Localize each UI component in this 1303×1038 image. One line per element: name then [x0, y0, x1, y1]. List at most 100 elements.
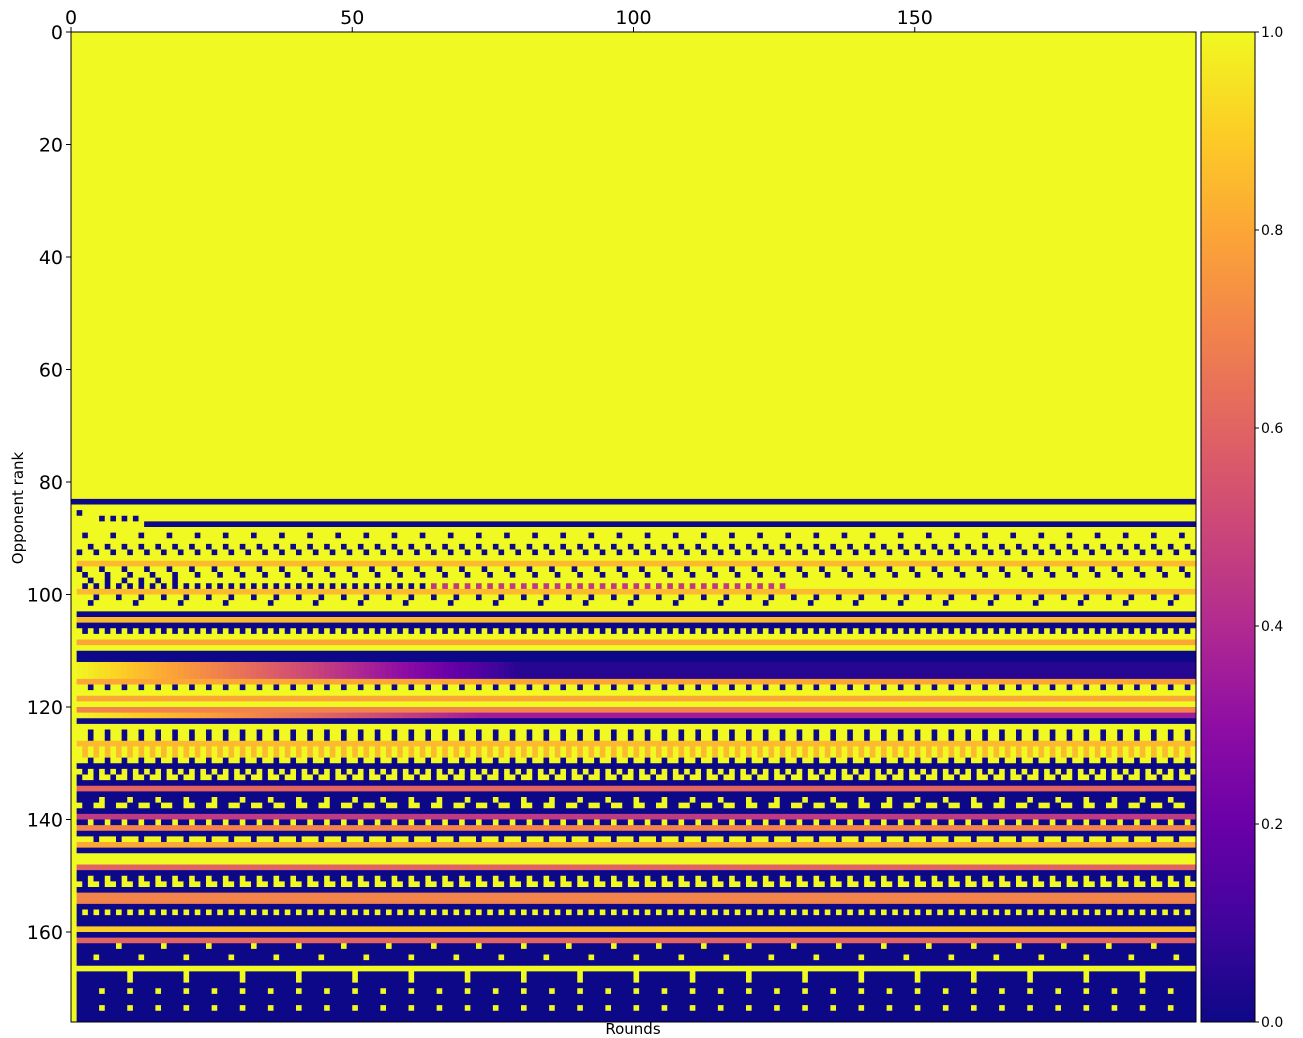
heatmap-cell-run: [1021, 543, 1034, 550]
heatmap-cell-run: [82, 881, 89, 888]
heatmap-cell-run: [284, 673, 291, 680]
heatmap-cell-run: [723, 881, 730, 888]
heatmap-cell-run: [363, 768, 370, 775]
heatmap-cell-run: [1038, 757, 1051, 764]
heatmap-cell-run: [841, 628, 848, 635]
heatmap-cell-run: [549, 543, 561, 550]
heatmap-cell-run: [875, 752, 882, 759]
heatmap-cell-run: [987, 628, 994, 635]
heatmap-cell-run: [622, 532, 646, 539]
heatmap-cell-run: [605, 628, 612, 635]
heatmap-cell-run: [414, 662, 421, 669]
heatmap-cell-run: [1016, 836, 1023, 843]
heatmap-cell-run: [470, 746, 477, 753]
heatmap-cell-run: [262, 712, 269, 719]
heatmap-cell-run: [166, 667, 173, 674]
heatmap-cell-run: [841, 768, 848, 775]
heatmap-cell-run: [273, 988, 297, 995]
heatmap-cell-run: [363, 662, 370, 669]
heatmap-cell-run: [324, 735, 331, 742]
heatmap-cell-run: [571, 774, 584, 781]
heatmap-cell-run: [526, 583, 533, 590]
heatmap-cell-run: [279, 774, 286, 781]
heatmap-cell-run: [104, 757, 111, 764]
heatmap-cell-run: [537, 881, 544, 888]
heatmap-cell-run: [712, 819, 719, 826]
heatmap-cell-run: [751, 1005, 775, 1012]
heatmap-cell-run: [431, 662, 438, 669]
heatmap-cell-run: [1038, 752, 1045, 759]
heatmap-cell-run: [605, 797, 612, 804]
heatmap-cell-run: [161, 667, 168, 674]
heatmap-cell-run: [155, 572, 173, 579]
heatmap-cell-run: [262, 662, 269, 669]
heatmap-cell-run: [76, 971, 128, 978]
heatmap-cell-run: [408, 802, 421, 809]
heatmap-cell-run: [234, 752, 241, 759]
heatmap-cell-run: [447, 684, 460, 691]
heatmap-cell-run: [87, 735, 94, 742]
heatmap-cell-run: [228, 909, 235, 916]
heatmap-cell-run: [746, 881, 758, 888]
heatmap-cell-run: [324, 594, 342, 601]
heatmap-cell-run: [71, 150, 1197, 157]
heatmap-cell-run: [267, 1005, 274, 1012]
heatmap-cell-run: [909, 836, 927, 843]
heatmap-cell-run: [296, 802, 308, 809]
heatmap-cell-run: [1190, 752, 1197, 759]
heatmap-cell-run: [273, 746, 280, 753]
heatmap-cell-run: [751, 988, 775, 995]
heatmap-cell-run: [144, 712, 151, 719]
heatmap-cell-run: [335, 628, 342, 635]
heatmap-cell-run: [307, 909, 314, 916]
heatmap-cell-run: [262, 673, 269, 680]
heatmap-cell-run: [847, 746, 854, 753]
heatmap-cell-run: [71, 487, 1197, 494]
heatmap-cell-run: [1190, 543, 1197, 550]
heatmap-cell-run: [324, 662, 331, 669]
heatmap-cell-run: [239, 971, 246, 978]
heatmap-cell-run: [459, 819, 466, 826]
heatmap-cell-run: [481, 667, 488, 674]
heatmap-cell-run: [318, 954, 325, 961]
heatmap-cell-run: [121, 515, 128, 522]
heatmap-cell-run: [402, 549, 415, 556]
heatmap-cell-run: [374, 712, 381, 719]
heatmap-cell-run: [99, 667, 106, 674]
heatmap-cell-run: [144, 583, 151, 590]
heatmap-cell-run: [740, 549, 753, 556]
heatmap-cell-run: [1156, 768, 1163, 775]
heatmap-cell-run: [352, 977, 359, 984]
heatmap-cell-run: [954, 836, 972, 843]
heatmap-cell-run: [549, 746, 556, 753]
heatmap-cell-run: [194, 628, 201, 635]
heatmap-cell-run: [369, 566, 376, 573]
heatmap-cell-run: [121, 735, 128, 742]
heatmap-cell-run: [785, 549, 792, 556]
heatmap-cell-run: [1156, 943, 1197, 950]
heatmap-cell-run: [858, 797, 865, 804]
heatmap-cell-run: [93, 600, 134, 607]
heatmap-cell-run: [380, 712, 387, 719]
heatmap-cell-run: [71, 729, 89, 736]
heatmap-cell-run: [627, 600, 634, 607]
heatmap-cell-run: [127, 977, 134, 984]
heatmap-cell-run: [161, 662, 168, 669]
heatmap-cell-run: [256, 673, 263, 680]
heatmap-cell-run: [121, 909, 128, 916]
heatmap-cell-run: [813, 746, 820, 753]
heatmap-cell-run: [903, 628, 910, 635]
heatmap-cell-run: [701, 583, 708, 590]
heatmap-cell-run: [650, 684, 663, 691]
heatmap-cell-run: [1094, 752, 1101, 759]
heatmap-cell-run: [1156, 532, 1180, 539]
heatmap-cell-run: [284, 628, 291, 635]
heatmap-cell-run: [183, 988, 190, 995]
heatmap-cell-run: [352, 712, 359, 719]
heatmap-cell-run: [762, 572, 781, 579]
heatmap-cell-run: [324, 712, 331, 719]
heatmap-cell-run: [999, 954, 1039, 961]
heatmap-cell-run: [324, 954, 364, 961]
heatmap-cell-run: [813, 594, 820, 601]
heatmap-cell-run: [357, 684, 364, 691]
